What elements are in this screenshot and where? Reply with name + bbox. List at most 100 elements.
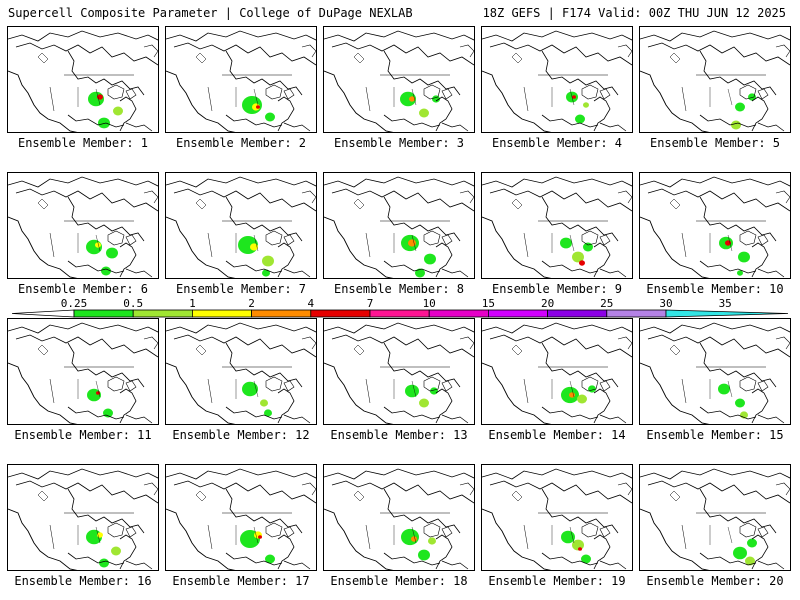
basemap-outline [166,468,316,570]
basemap-outline [640,322,790,424]
colorbar-right-arrow [665,309,788,318]
ensemble-member-map [165,464,317,571]
scp-contour [250,243,258,251]
member-map-svg [8,322,158,424]
ensemble-member-map [639,464,791,571]
member-caption: Ensemble Member: 11 [14,428,152,442]
member-map-svg [8,468,158,570]
colorbar-tick-label: 0.25 [60,297,88,310]
ensemble-member-map [7,26,159,133]
scp-contour [418,549,430,561]
colorbar-tick-label: 7 [366,297,374,310]
scp-contour [258,535,262,539]
scp-contour [401,528,419,546]
scp-contour [419,398,429,408]
scp-contour [583,242,593,252]
member-map-svg [640,468,790,570]
scp-contour [747,538,757,548]
scp-contour [409,96,415,102]
scp-contour [428,537,436,545]
colorbar-segment [191,309,252,318]
scp-contour [262,255,274,267]
colorbar-tick-label: 1 [189,297,196,310]
ensemble-member-map [7,318,159,425]
basemap-outline [8,468,158,570]
scp-contour [411,536,417,542]
member-caption: Ensemble Member: 4 [491,136,623,150]
member-caption: Ensemble Member: 20 [646,574,784,588]
scp-contour [569,392,575,398]
member-caption: Ensemble Member: 1 [17,136,149,150]
member-caption: Ensemble Member: 16 [14,574,152,588]
basemap-outline [8,30,158,132]
scp-contour [561,530,575,544]
colorbar-tick-label: 30 [659,297,673,310]
ensemble-member-map [165,26,317,133]
ensemble-member-map [481,26,633,133]
ensemble-member-map [323,172,475,279]
basemap-outline [8,176,158,278]
basemap-outline [324,468,474,570]
scp-contour [96,391,100,395]
scp-contour [262,269,270,277]
colorbar-segment [132,309,193,318]
scp-contour [737,270,743,276]
basemap-outline [166,322,316,424]
member-caption: Ensemble Member: 8 [333,282,465,296]
ensemble-member-map [639,172,791,279]
basemap-outline [166,30,316,132]
scp-contour [101,266,111,276]
member-map-svg [324,176,474,278]
member-map-svg [324,30,474,132]
basemap-outline [482,176,632,278]
member-map-svg [482,322,632,424]
colorbar-segment [73,309,134,318]
scp-contour [718,383,730,395]
scp-contour [572,95,576,99]
scp-contour [260,399,268,407]
scp-contour [95,242,101,248]
scp-contour [738,251,750,263]
colorbar-segment [487,309,548,318]
member-map-svg [166,468,316,570]
member-map-svg [8,30,158,132]
colorbar-tick-label: 10 [422,297,436,310]
colorbar-segment [606,309,667,318]
member-map-svg [166,322,316,424]
member-caption: Ensemble Member: 15 [646,428,784,442]
scp-contour [415,268,425,278]
member-caption: Ensemble Member: 12 [172,428,310,442]
member-caption: Ensemble Member: 10 [646,282,784,296]
colorbar-tick-label: 20 [540,297,555,310]
scp-contour [405,384,419,398]
scp-contour [111,546,121,556]
member-caption: Ensemble Member: 2 [175,136,307,150]
member-caption: Ensemble Member: 14 [488,428,626,442]
run-info: 18Z GEFS | F174 Valid: 00Z THU JUN 12 20… [482,6,786,20]
scp-contour [400,91,416,107]
member-caption: Ensemble Member: 18 [330,574,468,588]
basemap-outline [640,30,790,132]
basemap-outline [640,468,790,570]
member-map-svg [482,30,632,132]
member-map-svg [324,322,474,424]
ensemble-member-map [323,318,475,425]
member-map-svg [482,176,632,278]
basemap-outline [640,176,790,278]
colorbar-tick-label: 15 [481,297,496,310]
member-caption: Ensemble Member: 3 [333,136,465,150]
member-map-svg [482,468,632,570]
scp-contour [572,251,584,263]
scp-contour [583,102,589,108]
member-caption: Ensemble Member: 5 [649,136,781,150]
scp-contour [578,547,582,551]
scp-contour [264,409,272,417]
scp-contour [113,106,123,116]
scp-contour [560,237,572,249]
scp-contour [106,247,118,259]
basemap-outline [324,30,474,132]
basemap-outline [8,322,158,424]
scp-contour [735,102,745,112]
colorbar-segment [310,309,371,318]
basemap-outline [324,176,474,278]
